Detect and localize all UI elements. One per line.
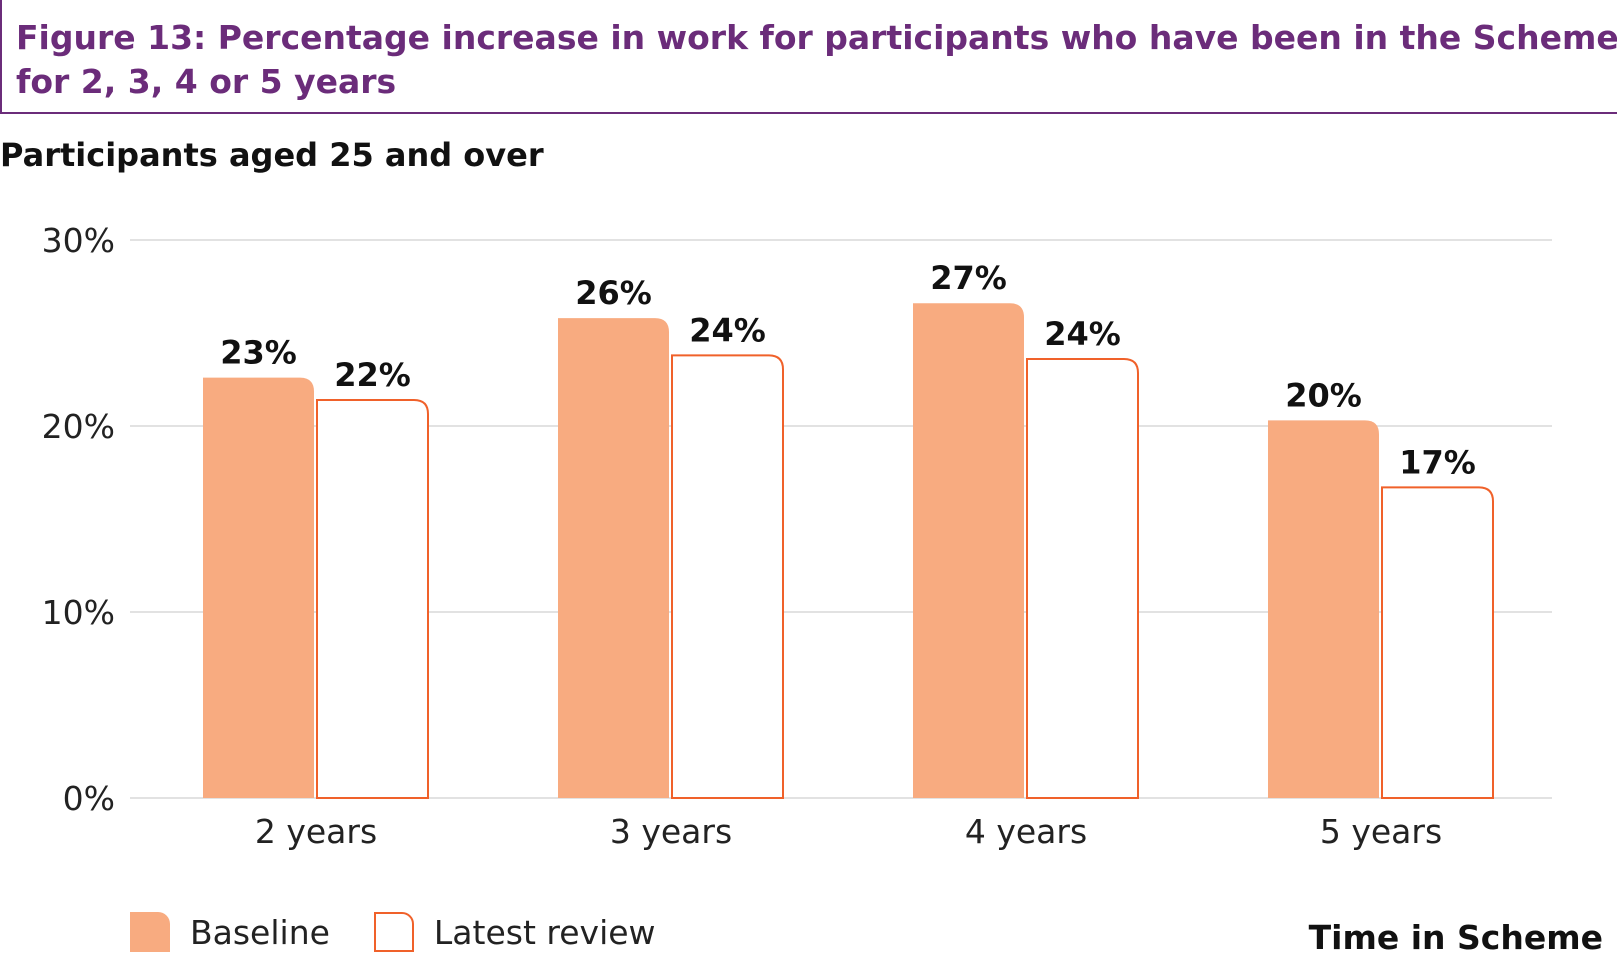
data-label-latest-review: 22% <box>334 356 411 394</box>
figure-title-line-2: for 2, 3, 4 or 5 years <box>16 62 397 101</box>
legend-swatch-baseline <box>130 912 170 952</box>
y-tick-label: 30% <box>42 221 115 260</box>
chart-subtitle: Participants aged 25 and over <box>0 136 544 174</box>
x-axis-title: Time in Scheme <box>1308 918 1603 957</box>
x-tick-label: 5 years <box>1320 812 1442 851</box>
x-tick-label: 2 years <box>255 812 377 851</box>
legend-label-latest-review: Latest review <box>433 912 656 952</box>
legend: Baseline Latest review <box>130 912 700 952</box>
data-label-latest-review: 17% <box>1399 443 1476 481</box>
data-label-baseline: 27% <box>930 259 1007 297</box>
y-tick-label: 10% <box>42 593 115 632</box>
legend-label-baseline: Baseline <box>190 912 330 952</box>
figure-title-line-1: Figure 13: Percentage increase in work f… <box>16 18 1617 57</box>
x-tick-label: 3 years <box>610 812 732 851</box>
bar-baseline <box>558 318 669 798</box>
legend-swatch-latest-review <box>373 912 414 952</box>
legend-item-baseline: Baseline <box>130 912 330 952</box>
y-tick-label: 0% <box>63 779 115 818</box>
bar-baseline <box>1268 420 1379 798</box>
bar-latest-review <box>1381 486 1494 799</box>
data-label-baseline: 23% <box>220 334 297 372</box>
data-label-latest-review: 24% <box>689 311 766 349</box>
y-tick-label: 20% <box>42 407 115 446</box>
data-label-latest-review: 24% <box>1044 315 1121 353</box>
legend-item-latest-review: Latest review <box>373 912 656 952</box>
bar-latest-review <box>1026 358 1139 799</box>
bar-latest-review <box>316 398 429 799</box>
data-label-baseline: 20% <box>1285 376 1362 414</box>
bar-latest-review <box>671 354 784 799</box>
figure-title-box: Figure 13: Percentage increase in work f… <box>0 0 1617 114</box>
data-label-baseline: 26% <box>575 274 652 312</box>
bar-baseline <box>203 377 314 798</box>
bar-baseline <box>913 303 1024 798</box>
x-tick-label: 4 years <box>965 812 1087 851</box>
